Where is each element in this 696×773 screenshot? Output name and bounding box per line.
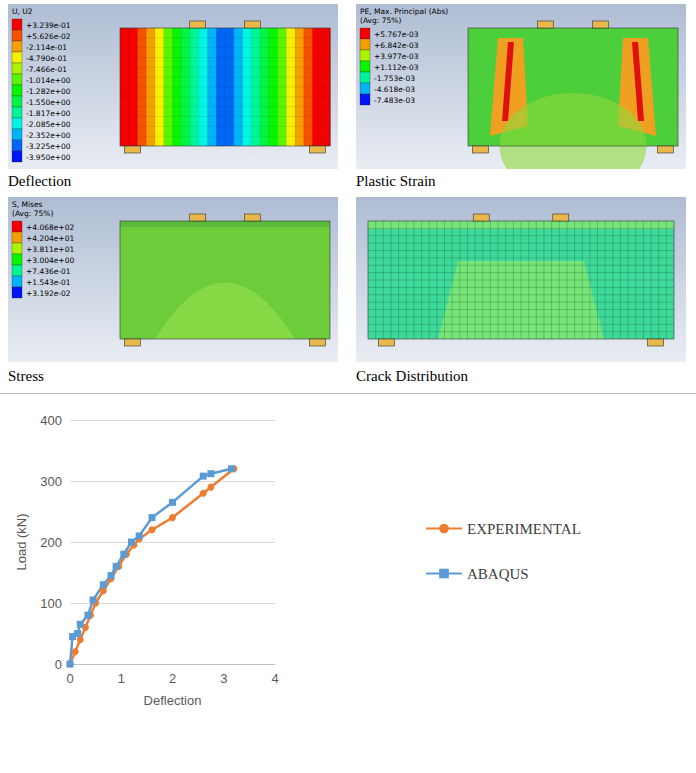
svg-text:0: 0 — [66, 671, 73, 686]
html-text:Stress: Stress — [8, 368, 44, 384]
svg-text:1: 1 — [118, 671, 125, 686]
svg-text:+3.004e+00: +3.004e+00 — [26, 256, 74, 265]
svg-text:-3.950e+00: -3.950e+00 — [26, 153, 71, 162]
svg-text:U, U2: U, U2 — [12, 7, 33, 16]
svg-text:PE, Max. Principal (Abs): PE, Max. Principal (Abs) — [360, 7, 448, 16]
svg-text:-1.282e+00: -1.282e+00 — [26, 87, 71, 96]
svg-text:400: 400 — [40, 413, 62, 428]
svg-text:ABAQUS: ABAQUS — [467, 566, 529, 582]
svg-text:-2.114e-01: -2.114e-01 — [26, 43, 67, 52]
svg-text:-2.085e+00: -2.085e+00 — [26, 120, 71, 129]
svg-text:-1.817e+00: -1.817e+00 — [26, 109, 71, 118]
svg-text:+6.842e-03: +6.842e-03 — [374, 41, 419, 50]
svg-text:100: 100 — [40, 596, 62, 611]
svg-text:4: 4 — [271, 671, 278, 686]
svg-text:+3.192e-02: +3.192e-02 — [26, 289, 71, 298]
svg-text:-7.466e-01: -7.466e-01 — [26, 65, 67, 74]
svg-text:-7.483e-03: -7.483e-03 — [374, 96, 415, 105]
svg-text:+3.811e+01: +3.811e+01 — [26, 245, 74, 254]
svg-text:+4.068e+02: +4.068e+02 — [26, 223, 74, 232]
html-text:Deflection: Deflection — [8, 173, 72, 189]
svg-text:+5.767e-03: +5.767e-03 — [374, 30, 419, 39]
svg-text:0: 0 — [55, 657, 62, 672]
svg-text:200: 200 — [40, 535, 62, 550]
svg-text:+3.977e-03: +3.977e-03 — [374, 52, 419, 61]
html-text:Plastic Strain: Plastic Strain — [356, 173, 436, 189]
html-text:Crack Distribution: Crack Distribution — [356, 368, 469, 384]
svg-text:+5.626e-02: +5.626e-02 — [26, 32, 71, 41]
svg-text:+1.112e-03: +1.112e-03 — [374, 63, 419, 72]
svg-text:300: 300 — [40, 474, 62, 489]
svg-text:-4.790e-01: -4.790e-01 — [26, 54, 67, 63]
svg-text:-1.014e+00: -1.014e+00 — [26, 76, 71, 85]
svg-text:-2.352e+00: -2.352e+00 — [26, 131, 71, 140]
svg-text:-3.225e+00: -3.225e+00 — [26, 142, 71, 151]
svg-text:-1.550e+00: -1.550e+00 — [26, 98, 71, 107]
svg-text:Load (kN): Load (kN) — [14, 513, 29, 570]
svg-text:EXPERIMENTAL: EXPERIMENTAL — [467, 521, 581, 537]
svg-text:(Avg: 75%): (Avg: 75%) — [360, 16, 401, 25]
svg-text:(Avg: 75%): (Avg: 75%) — [12, 209, 53, 218]
svg-text:+4.204e+01: +4.204e+01 — [26, 234, 74, 243]
svg-text:+7.436e-01: +7.436e-01 — [26, 267, 71, 276]
svg-text:-4.618e-03: -4.618e-03 — [374, 85, 415, 94]
svg-text:2: 2 — [169, 671, 176, 686]
svg-text:S, Mises: S, Mises — [12, 200, 43, 209]
svg-text:+3.239e-01: +3.239e-01 — [26, 21, 71, 30]
svg-text:Deflection: Deflection — [144, 693, 202, 708]
svg-text:+1.543e-01: +1.543e-01 — [26, 278, 71, 287]
svg-text:3: 3 — [220, 671, 227, 686]
svg-text:-1.753e-03: -1.753e-03 — [374, 74, 415, 83]
